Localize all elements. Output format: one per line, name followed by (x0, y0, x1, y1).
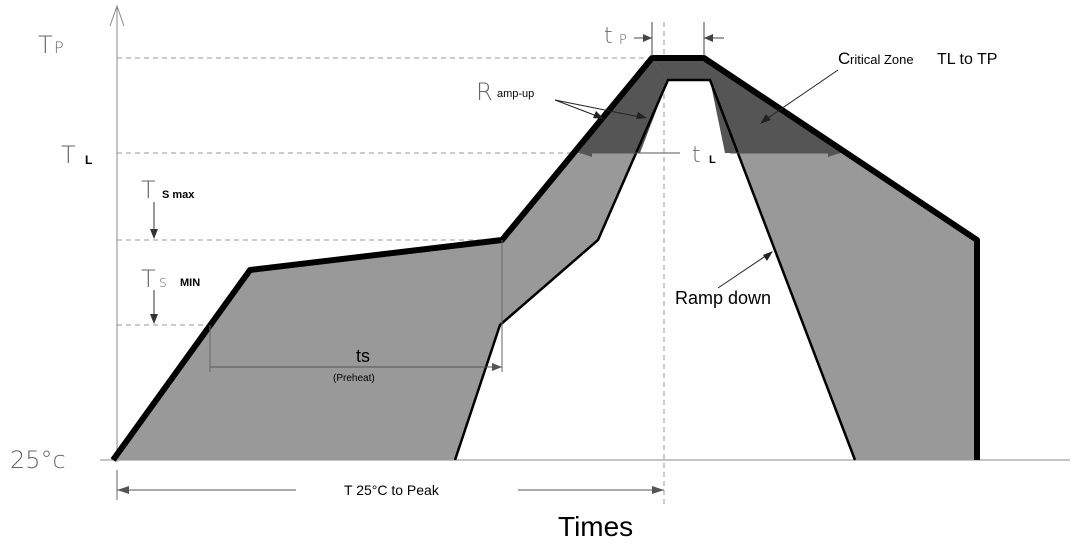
rampup-pointer-1 (554, 99, 603, 119)
tp-time-label-sub: P (619, 33, 627, 48)
t25-peak-label: T 25°C to Peak (344, 482, 440, 498)
tp-arrowhead-right (704, 34, 713, 42)
t25-label: 25°c (10, 446, 66, 474)
tsmax-arrowhead (150, 229, 158, 239)
rampup-pointer-2-head (636, 112, 647, 119)
tp-label: T (38, 31, 53, 59)
tsmin-label-sub2: MIN (180, 277, 200, 289)
ts-label: ts (356, 346, 370, 366)
process-window-band-left (113, 58, 704, 460)
maximum-profile-curve (110, 55, 980, 462)
rampup-pointer-1-head (593, 111, 604, 119)
preheat-label: (Preheat) (333, 373, 375, 384)
tsmax-label-sub: S max (162, 189, 195, 201)
times-axis-title: Times (558, 511, 633, 542)
rampup-pointer-2 (554, 99, 646, 119)
rampup-label-rest: amp-up (497, 88, 534, 100)
tsmin-label: T (141, 265, 156, 293)
tl-time-label-sub: L (709, 154, 716, 166)
rampup-label: R (476, 78, 493, 106)
minimum-profile-curve (453, 78, 857, 461)
tl-arrowhead-left (580, 149, 592, 157)
critical-zone-left (578, 58, 668, 153)
tp-label-sub: P (54, 38, 64, 57)
tp-time-label: t (604, 24, 613, 49)
y-axis-arrow (109, 4, 125, 27)
ramp-down-pointer (717, 252, 771, 289)
tl-time-label: t (692, 143, 701, 168)
ramp-down-label: Ramp down (675, 288, 771, 308)
critical-zone-label-c: C (838, 49, 850, 68)
ts-arrowhead-right (492, 363, 502, 371)
critical-zone-pointer-head (760, 114, 771, 124)
tp-arrowhead-left (643, 34, 652, 42)
tl-arrowhead-right (828, 149, 840, 157)
tl-label: T (61, 141, 76, 169)
tsmin-label-sub1: S (159, 276, 167, 290)
critical-zone-label: ritical Zone (850, 52, 914, 67)
tsmax-label: T (141, 176, 156, 204)
process-window-band-right (652, 58, 977, 460)
tsmin-arrowhead (150, 314, 158, 324)
critical-zone-pointer (761, 69, 839, 123)
tl-label-sub: L (85, 153, 92, 167)
t25-peak-arrowhead-right (652, 486, 664, 494)
critical-zone-right (652, 58, 848, 153)
t25-peak-arrowhead-left (117, 486, 129, 494)
critical-zone-range: TL to TP (937, 51, 997, 68)
ramp-down-pointer-head (763, 251, 773, 261)
